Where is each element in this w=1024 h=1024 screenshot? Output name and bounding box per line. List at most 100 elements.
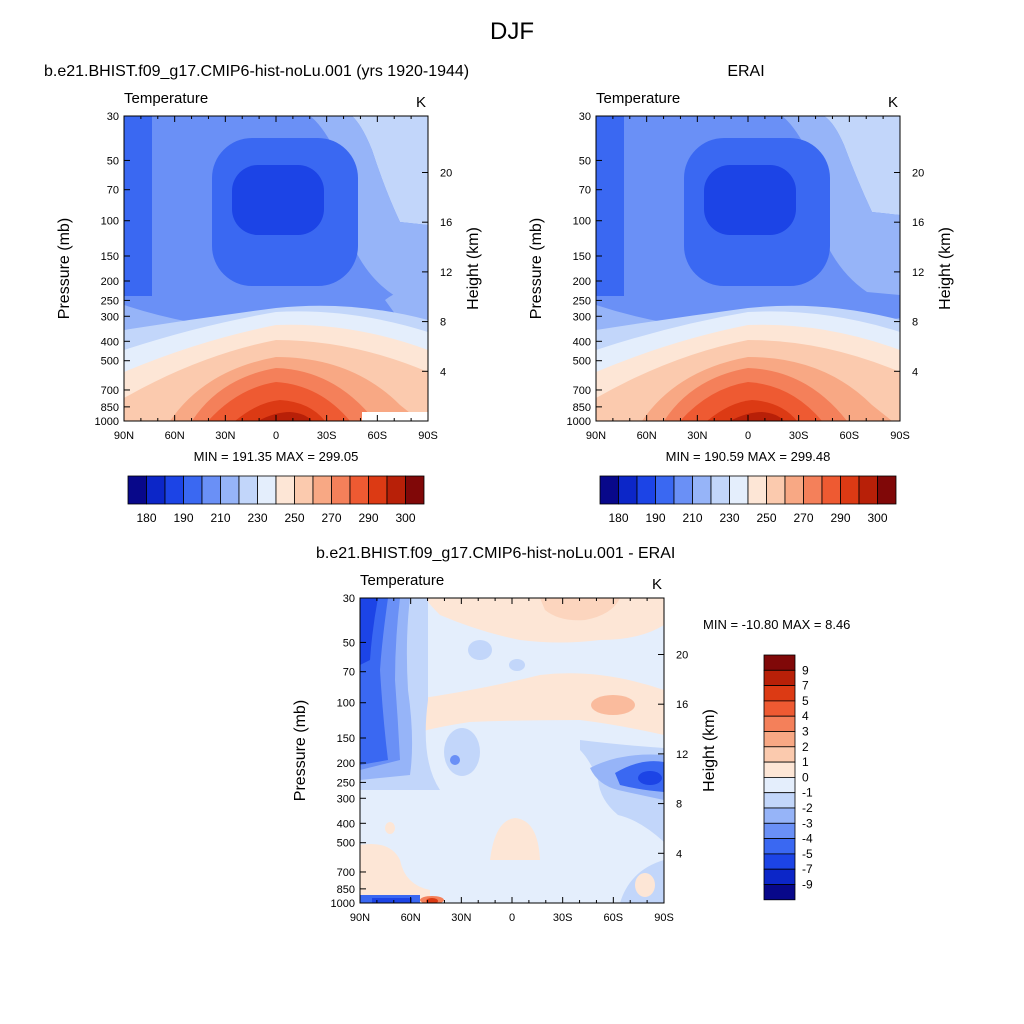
colorbar-label: 3 [802, 725, 809, 739]
y-tick-label: 500 [573, 356, 591, 368]
colorbar-swatch [275, 475, 295, 505]
y-tick-label: 150 [573, 251, 591, 263]
x-tick-label: 30S [553, 912, 573, 924]
colorbar-label: 4 [802, 709, 809, 723]
colorbar-swatch [127, 475, 147, 505]
colorbar-label: 300 [867, 511, 887, 525]
height-tick-label: 4 [912, 366, 918, 378]
colorbar-swatch [821, 475, 841, 505]
height-tick-label: 16 [676, 699, 688, 711]
colorbar-label: 190 [173, 511, 193, 525]
panel1-axes: Temperature K 90N 60N 30N 0 30S 60S 90S 30 50 70 100… [56, 90, 482, 464]
x-tick-label: 0 [745, 430, 751, 442]
colorbar-swatch [405, 475, 425, 505]
colorbar-swatch [349, 475, 369, 505]
colorbar-swatch [183, 475, 203, 505]
panel2-variable-label: Temperature [596, 90, 680, 107]
height-tick-label: 16 [912, 217, 924, 229]
panel2-field [596, 116, 900, 421]
y-tick-label: 150 [101, 251, 119, 263]
x-tick-label: 60S [604, 912, 624, 924]
y-tick-label: 50 [579, 155, 591, 167]
colorbar-swatch [763, 853, 796, 870]
colorbar-swatch [238, 475, 258, 505]
y-axis-title: Pressure (mb) [56, 218, 73, 319]
y-axis-right-title: Height (km) [465, 227, 482, 310]
y-tick-label: 850 [573, 402, 591, 414]
colorbar-swatch [747, 475, 767, 505]
x-tick-label: 60N [637, 430, 657, 442]
x-tick-label: 30S [317, 430, 337, 442]
y-tick-label: 700 [101, 385, 119, 397]
colorbar-swatch [368, 475, 388, 505]
height-tick-label: 20 [440, 167, 452, 179]
colorbar-label: 230 [719, 511, 739, 525]
colorbar-label: 1 [802, 755, 809, 769]
y-tick-label: 30 [107, 111, 119, 123]
panel2-units-label: K [888, 94, 898, 111]
colorbar-label: 0 [802, 770, 809, 784]
colorbar-label: 250 [756, 511, 776, 525]
panel1-variable-label: Temperature [124, 90, 208, 107]
y-tick-label: 30 [343, 593, 355, 605]
panel3-title: b.e21.BHIST.f09_g17.CMIP6-hist-noLu.001 … [316, 545, 676, 562]
x-tick-label: 0 [509, 912, 515, 924]
colorbar-swatch [877, 475, 897, 505]
x-tick-label: 90N [350, 912, 370, 924]
y-tick-label: 1000 [331, 898, 355, 910]
colorbar-swatch [331, 475, 351, 505]
colorbar-label: -5 [802, 847, 813, 861]
x-tick-label: 60N [165, 430, 185, 442]
colorbar-label: 300 [395, 511, 415, 525]
colorbar-swatch [763, 807, 796, 824]
x-tick-label: 30N [215, 430, 235, 442]
panel1-field [124, 116, 428, 421]
colorbar-label: 7 [802, 679, 809, 693]
colorbar-swatch [636, 475, 656, 505]
panel2-colorbar: 180 190 210 230 250 270 290 300 [599, 475, 897, 525]
x-tick-label: 90N [586, 430, 606, 442]
y-axis-title: Pressure (mb) [528, 218, 545, 319]
colorbar-swatch [618, 475, 638, 505]
height-tick-label: 8 [440, 317, 446, 329]
y-tick-label: 200 [573, 276, 591, 288]
colorbar-label: 250 [284, 511, 304, 525]
panel1-stats: MIN = 191.35 MAX = 299.05 [194, 449, 359, 464]
y-tick-label: 300 [573, 311, 591, 323]
height-tick-label: 20 [912, 167, 924, 179]
colorbar-swatch [763, 868, 796, 885]
panel1-title: b.e21.BHIST.f09_g17.CMIP6-hist-noLu.001 … [44, 63, 470, 80]
colorbar-swatch [763, 792, 796, 809]
y-tick-label: 200 [337, 758, 355, 770]
panel3-field [360, 598, 664, 903]
colorbar-swatch [763, 761, 796, 778]
y-tick-label: 400 [101, 336, 119, 348]
colorbar-label: 5 [802, 694, 809, 708]
x-tick-label: 90S [890, 430, 910, 442]
colorbar-swatch [763, 822, 796, 839]
y-tick-label: 100 [573, 216, 591, 228]
x-tick-label: 30N [451, 912, 471, 924]
height-tick-label: 4 [676, 848, 682, 860]
colorbar-swatch [294, 475, 314, 505]
x-tick-label: 30N [687, 430, 707, 442]
y-tick-label: 850 [337, 884, 355, 896]
x-tick-label: 90S [654, 912, 674, 924]
panel2-stats: MIN = 190.59 MAX = 299.48 [666, 449, 831, 464]
height-tick-label: 20 [676, 649, 688, 661]
height-tick-label: 12 [912, 267, 924, 279]
colorbar-label: -9 [802, 878, 813, 892]
colorbar-swatch [164, 475, 184, 505]
x-tick-label: 60S [840, 430, 860, 442]
colorbar-swatch [257, 475, 277, 505]
panel2-title: ERAI [727, 63, 765, 80]
colorbar-swatch [858, 475, 878, 505]
y-tick-label: 300 [101, 311, 119, 323]
colorbar-swatch [312, 475, 332, 505]
colorbar-label: 190 [645, 511, 665, 525]
y-axis-right-title: Height (km) [701, 709, 718, 792]
colorbar-swatch [784, 475, 804, 505]
